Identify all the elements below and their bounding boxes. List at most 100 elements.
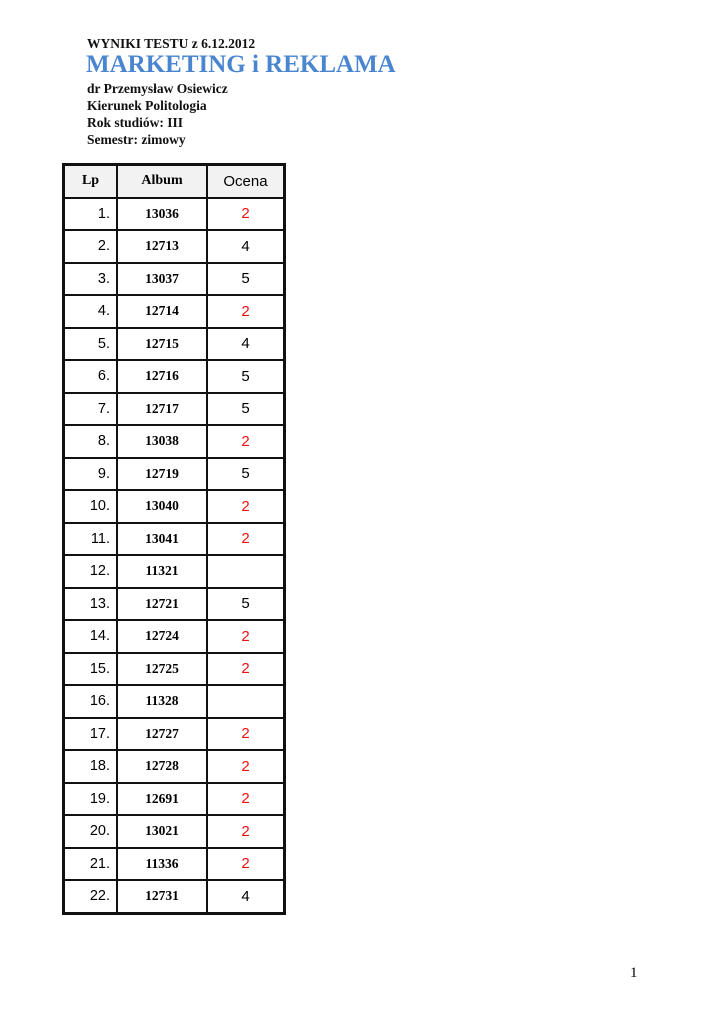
cell-album: 11328 (118, 686, 206, 717)
cell-grade: 5 (208, 393, 283, 424)
cell-grade: 4 (208, 881, 283, 912)
table-row: 13. 12721 5 (65, 588, 283, 619)
cell-album: 12728 (118, 751, 206, 782)
table-header-row: Lp Album Ocena (65, 166, 283, 197)
cell-lp: 10. (65, 491, 116, 522)
cell-lp: 1. (65, 198, 116, 229)
cell-grade: 2 (208, 523, 283, 554)
table-row: 20. 13021 2 (65, 816, 283, 847)
table-row: 9. 12719 5 (65, 458, 283, 489)
results-table: Lp Album Ocena 1. 13036 2 2. 12713 4 3. 13037 5 4… (62, 163, 286, 915)
cell-lp: 20. (65, 816, 116, 847)
table-row: 14. 12724 2 (65, 621, 283, 652)
cell-album: 13038 (118, 426, 206, 457)
cell-lp: 2. (65, 231, 116, 262)
cell-lp: 21. (65, 848, 116, 879)
table-row: 10. 13040 2 (65, 491, 283, 522)
cell-album: 12725 (118, 653, 206, 684)
cell-lp: 5. (65, 328, 116, 359)
cell-album: 12717 (118, 393, 206, 424)
column-header-album: Album (118, 166, 206, 197)
cell-album: 12724 (118, 621, 206, 652)
cell-album: 12716 (118, 361, 206, 392)
cell-grade: 5 (208, 361, 283, 392)
cell-album: 11321 (118, 556, 206, 587)
course-title: MARKETING i REKLAMA (86, 51, 396, 78)
cell-grade: 5 (208, 588, 283, 619)
table-row: 18. 12728 2 (65, 751, 283, 782)
column-header-lp: Lp (65, 166, 116, 197)
cell-album: 12714 (118, 296, 206, 327)
table-row: 16. 11328 (65, 686, 283, 717)
cell-album: 12719 (118, 458, 206, 489)
cell-grade: 2 (208, 621, 283, 652)
cell-lp: 6. (65, 361, 116, 392)
cell-grade: 2 (208, 296, 283, 327)
cell-album: 12715 (118, 328, 206, 359)
table-row: 11. 13041 2 (65, 523, 283, 554)
cell-lp: 15. (65, 653, 116, 684)
cell-album: 12731 (118, 881, 206, 912)
cell-album: 13021 (118, 816, 206, 847)
cell-album: 13036 (118, 198, 206, 229)
field-of-study: Kierunek Politologia (87, 98, 207, 113)
cell-grade (208, 686, 283, 717)
cell-grade: 4 (208, 231, 283, 262)
table-row: 17. 12727 2 (65, 718, 283, 749)
table-row: 12. 11321 (65, 556, 283, 587)
table-row: 3. 13037 5 (65, 263, 283, 294)
cell-album: 13037 (118, 263, 206, 294)
cell-lp: 13. (65, 588, 116, 619)
year-of-study: Rok studiów: III (87, 115, 184, 130)
table-row: 19. 12691 2 (65, 783, 283, 814)
cell-album: 12721 (118, 588, 206, 619)
cell-grade (208, 556, 283, 587)
test-results-date: WYNIKI TESTU z 6.12.2012 (87, 36, 256, 51)
cell-album: 12713 (118, 231, 206, 262)
cell-grade: 2 (208, 816, 283, 847)
cell-grade: 5 (208, 458, 283, 489)
table-row: 22. 12731 4 (65, 881, 283, 912)
table-row: 2. 12713 4 (65, 231, 283, 262)
lecturer: dr Przemysław Osiewicz (87, 81, 228, 96)
cell-album: 13040 (118, 491, 206, 522)
cell-album: 12727 (118, 718, 206, 749)
table-row: 1. 13036 2 (65, 198, 283, 229)
cell-grade: 2 (208, 198, 283, 229)
column-header-ocena: Ocena (208, 166, 283, 197)
cell-lp: 8. (65, 426, 116, 457)
cell-grade: 2 (208, 848, 283, 879)
cell-lp: 19. (65, 783, 116, 814)
cell-lp: 9. (65, 458, 116, 489)
table-row: 8. 13038 2 (65, 426, 283, 457)
cell-album: 12691 (118, 783, 206, 814)
cell-grade: 2 (208, 426, 283, 457)
table-row: 15. 12725 2 (65, 653, 283, 684)
cell-lp: 22. (65, 881, 116, 912)
page-number: 1 (630, 965, 638, 981)
table-row: 5. 12715 4 (65, 328, 283, 359)
cell-grade: 2 (208, 718, 283, 749)
table-row: 7. 12717 5 (65, 393, 283, 424)
cell-grade: 2 (208, 491, 283, 522)
cell-lp: 3. (65, 263, 116, 294)
semester: Semestr: zimowy (87, 132, 186, 147)
cell-grade: 2 (208, 751, 283, 782)
cell-lp: 18. (65, 751, 116, 782)
table-row: 4. 12714 2 (65, 296, 283, 327)
cell-grade: 4 (208, 328, 283, 359)
cell-album: 13041 (118, 523, 206, 554)
cell-album: 11336 (118, 848, 206, 879)
cell-lp: 17. (65, 718, 116, 749)
cell-lp: 16. (65, 686, 116, 717)
cell-lp: 7. (65, 393, 116, 424)
cell-grade: 2 (208, 653, 283, 684)
cell-lp: 14. (65, 621, 116, 652)
cell-grade: 5 (208, 263, 283, 294)
cell-lp: 12. (65, 556, 116, 587)
cell-lp: 11. (65, 523, 116, 554)
table-row: 6. 12716 5 (65, 361, 283, 392)
cell-grade: 2 (208, 783, 283, 814)
table-row: 21. 11336 2 (65, 848, 283, 879)
cell-lp: 4. (65, 296, 116, 327)
